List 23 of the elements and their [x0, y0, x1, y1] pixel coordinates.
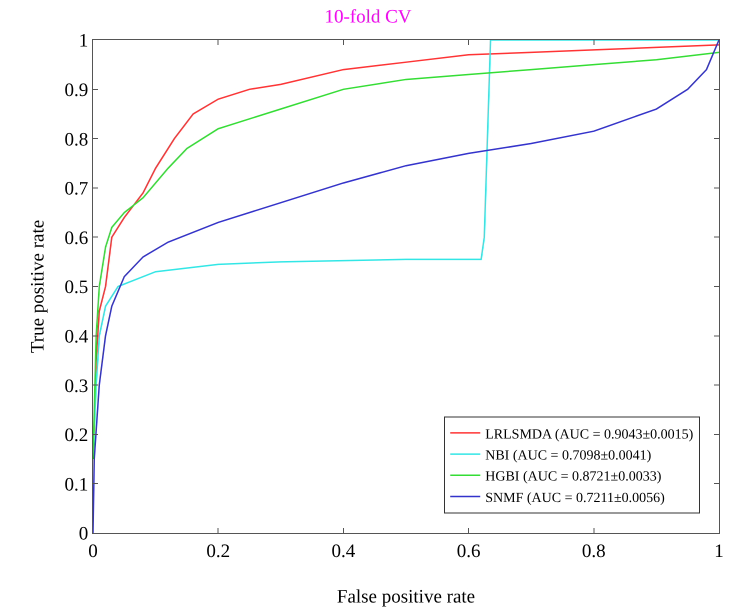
x-tick-label: 0.8 [582, 540, 606, 562]
y-tick-label: 0.8 [64, 129, 88, 150]
y-tick-label: 1 [78, 30, 88, 52]
x-tick-label: 0.6 [456, 540, 480, 562]
x-tick-label: 1 [714, 540, 724, 562]
y-tick-label: 0.4 [64, 326, 89, 348]
y-tick-label: 0.5 [64, 277, 88, 298]
legend-label: HGBI (AUC = 0.8721±0.0033) [485, 470, 662, 485]
y-tick-label: 0.6 [64, 228, 88, 249]
y-axis-title: True positive rate [27, 220, 48, 354]
legend-label: NBI (AUC = 0.7098±0.0041) [485, 448, 652, 464]
x-tick-label: 0.4 [332, 540, 356, 562]
legend-label: SNMF (AUC = 0.7211±0.0056) [485, 490, 666, 506]
y-tick-label: 0 [78, 524, 88, 545]
legend-label: LRLSMDA (AUC = 0.9043±0.0015) [485, 427, 694, 442]
y-tick-label: 0.1 [64, 474, 88, 496]
y-tick-label: 0.2 [64, 425, 88, 446]
y-tick-label: 0.3 [64, 376, 88, 397]
x-axis-title: False positive rate [336, 586, 476, 608]
chart-title: 10-fold CV [324, 6, 412, 28]
y-tick-label: 0.7 [64, 178, 88, 200]
y-tick-label: 0.9 [64, 80, 88, 101]
x-tick-label: 0.2 [206, 540, 230, 562]
